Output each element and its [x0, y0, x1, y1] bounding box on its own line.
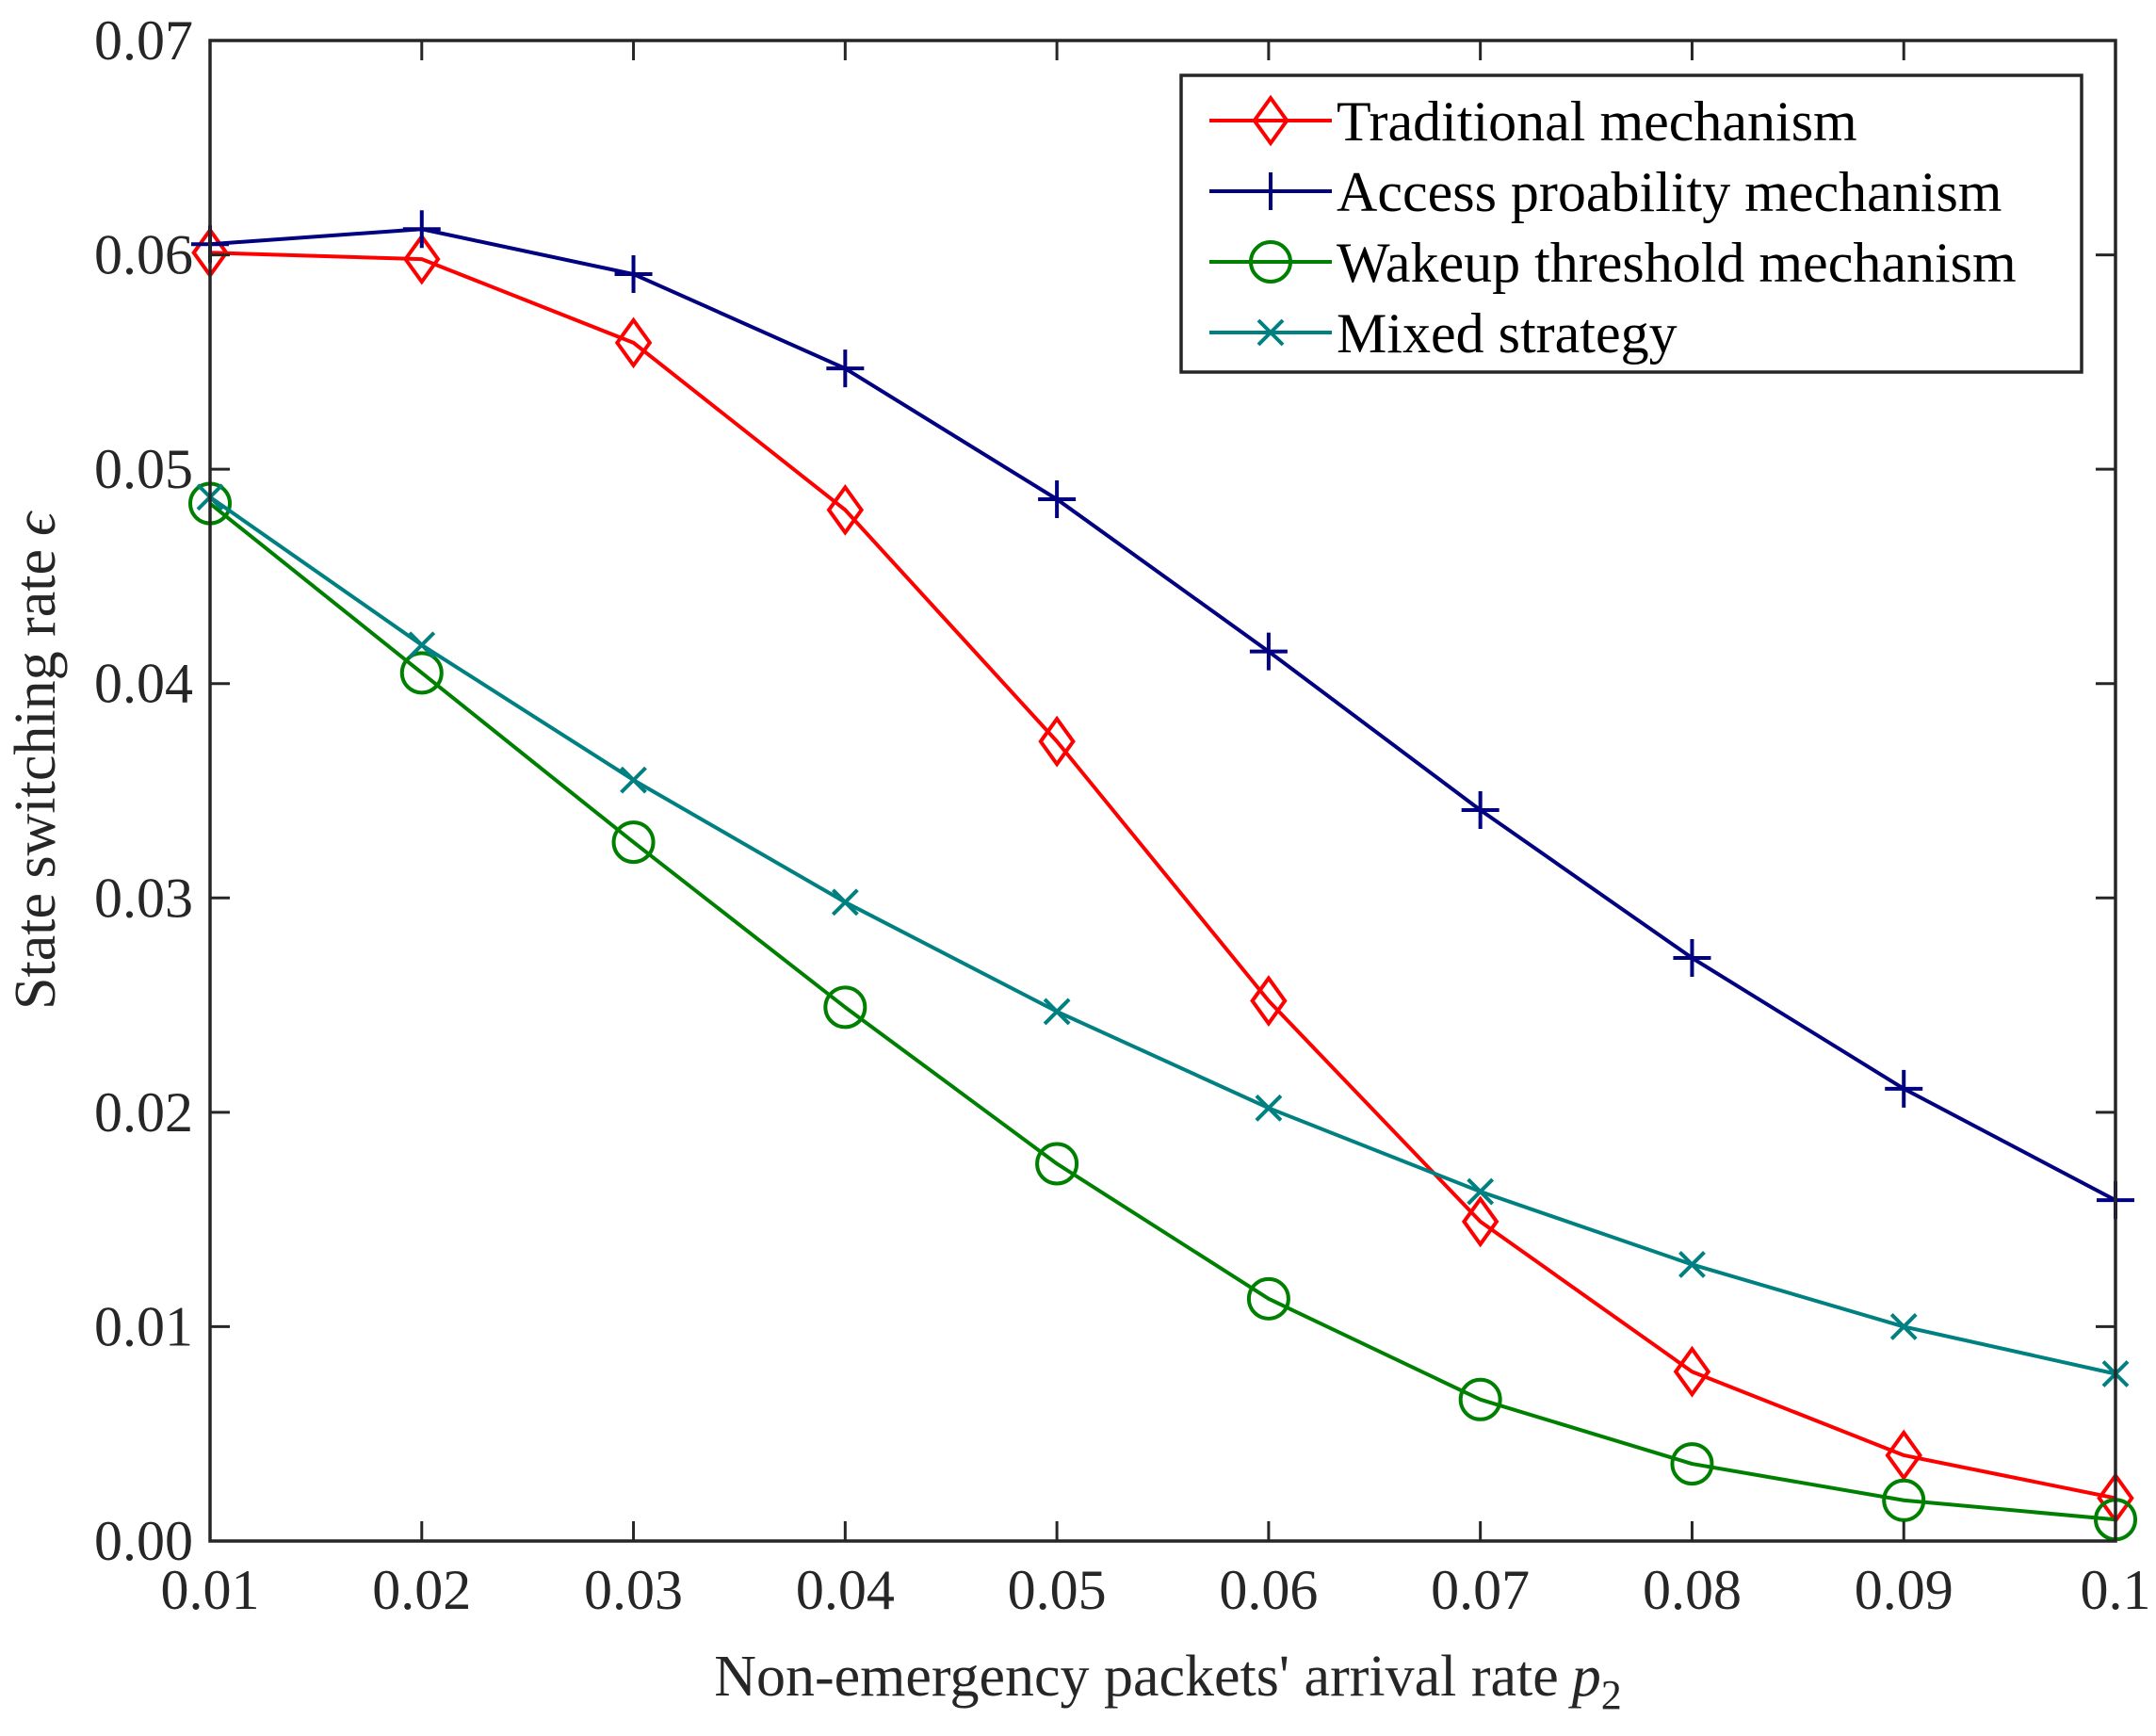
- data-point: [1885, 1069, 1923, 1108]
- y-tick-label: 0.03: [94, 867, 193, 929]
- y-axis-label: State switching rate ϵ: [4, 511, 68, 1010]
- axes-frame: [208, 39, 2117, 1543]
- data-point: [1249, 632, 1288, 671]
- legend-item: Access proability mechanism: [1209, 161, 2002, 223]
- data-point: [1458, 1377, 1502, 1421]
- legend-label: Traditional mechanism: [1337, 90, 1857, 153]
- x-tick-label: 0.1: [2081, 1559, 2151, 1621]
- legend-marker: [1252, 94, 1289, 147]
- data-point: [403, 233, 441, 285]
- data-point: [1889, 1313, 1918, 1340]
- data-point: [1461, 790, 1499, 829]
- data-point: [1461, 1195, 1499, 1248]
- data-point: [1043, 998, 1071, 1026]
- y-tick-label: 0.04: [94, 653, 193, 715]
- data-point: [402, 210, 441, 249]
- legend-marker: [1249, 240, 1292, 284]
- data-point: [1038, 480, 1077, 519]
- data-point: [611, 820, 656, 865]
- series-mixed-strategy: [196, 483, 2130, 1387]
- y-tick-label: 0.01: [94, 1295, 193, 1357]
- x-axis-label-text: Non-emergency packets' arrival rate: [714, 1645, 1559, 1709]
- y-tick-label: 0.07: [94, 9, 193, 72]
- data-point: [1678, 1251, 1706, 1278]
- x-tick-label: 0.08: [1643, 1559, 1742, 1621]
- data-point: [823, 985, 867, 1030]
- x-tick-label: 0.02: [372, 1559, 471, 1621]
- series-wakeup-threshold-mechanism: [188, 481, 2137, 1542]
- legend-label: Access proability mechanism: [1337, 161, 2002, 223]
- data-point: [1467, 1177, 1495, 1206]
- y-axis-label-text: State switching rate: [4, 549, 68, 1010]
- data-point: [399, 651, 444, 695]
- data-point: [614, 316, 653, 369]
- legend-marker: [1256, 318, 1285, 347]
- x-axis-label: Non-emergency packets' arrival rate p2: [714, 1645, 1622, 1718]
- data-point: [1246, 1276, 1290, 1321]
- x-tick-label: 0.09: [1855, 1559, 1953, 1621]
- series-line: [209, 251, 2116, 1501]
- x-tick-label: 0.04: [796, 1559, 895, 1621]
- data-point: [1038, 715, 1076, 768]
- series-line: [208, 495, 2116, 1376]
- y-tick-label: 0.00: [94, 1510, 193, 1572]
- legend-label: Wakeup threshold mechanism: [1337, 232, 2017, 294]
- legend: Traditional mechanism Access proability m…: [1179, 73, 2083, 374]
- data-point: [1250, 975, 1288, 1027]
- axes: 0.01 0.02 0.03 0.04 0.05 0.06 0.07 0.08 0.09 0.1 0…: [94, 9, 2151, 1621]
- series-line: [208, 501, 2116, 1522]
- data-point: [1673, 939, 1711, 978]
- legend-item: Mixed strategy: [1209, 302, 1678, 365]
- y-tick-label: 0.02: [94, 1081, 193, 1144]
- data-point: [614, 255, 653, 294]
- x-tick-label: 0.05: [1008, 1559, 1107, 1621]
- data-point: [826, 349, 865, 388]
- series-layer: [188, 210, 2137, 1542]
- data-point: [1670, 1442, 1714, 1486]
- y-tick-label: 0.06: [94, 224, 193, 286]
- data-point: [1035, 1142, 1079, 1186]
- data-point: [620, 766, 647, 794]
- x-tick-label: 0.03: [584, 1559, 683, 1621]
- legend-marker: [1252, 172, 1289, 210]
- series-line: [209, 227, 2116, 1202]
- x-tick-label: 0.01: [161, 1559, 260, 1621]
- legend-item: Wakeup threshold mechanism: [1209, 232, 2017, 294]
- x-axis-label-subscript: 2: [1601, 1672, 1622, 1718]
- data-point: [1255, 1094, 1283, 1122]
- y-axis-label-symbol: ϵ: [4, 511, 68, 536]
- legend-item: Traditional mechanism: [1209, 90, 1857, 153]
- data-point: [1673, 1345, 1711, 1398]
- data-point: [826, 483, 865, 536]
- data-point: [1885, 1429, 1922, 1482]
- data-point: [408, 631, 436, 659]
- x-tick-label: 0.07: [1431, 1559, 1530, 1621]
- data-point: [1882, 1478, 1926, 1522]
- data-point: [831, 888, 859, 917]
- series-access-proability-mechanism: [191, 210, 2134, 1220]
- legend-box: [1179, 73, 2083, 374]
- x-axis-label-symbol: p: [1568, 1645, 1601, 1709]
- legend-label: Mixed strategy: [1337, 302, 1678, 365]
- x-tick-label: 0.06: [1219, 1559, 1318, 1621]
- y-tick-label: 0.05: [94, 438, 193, 500]
